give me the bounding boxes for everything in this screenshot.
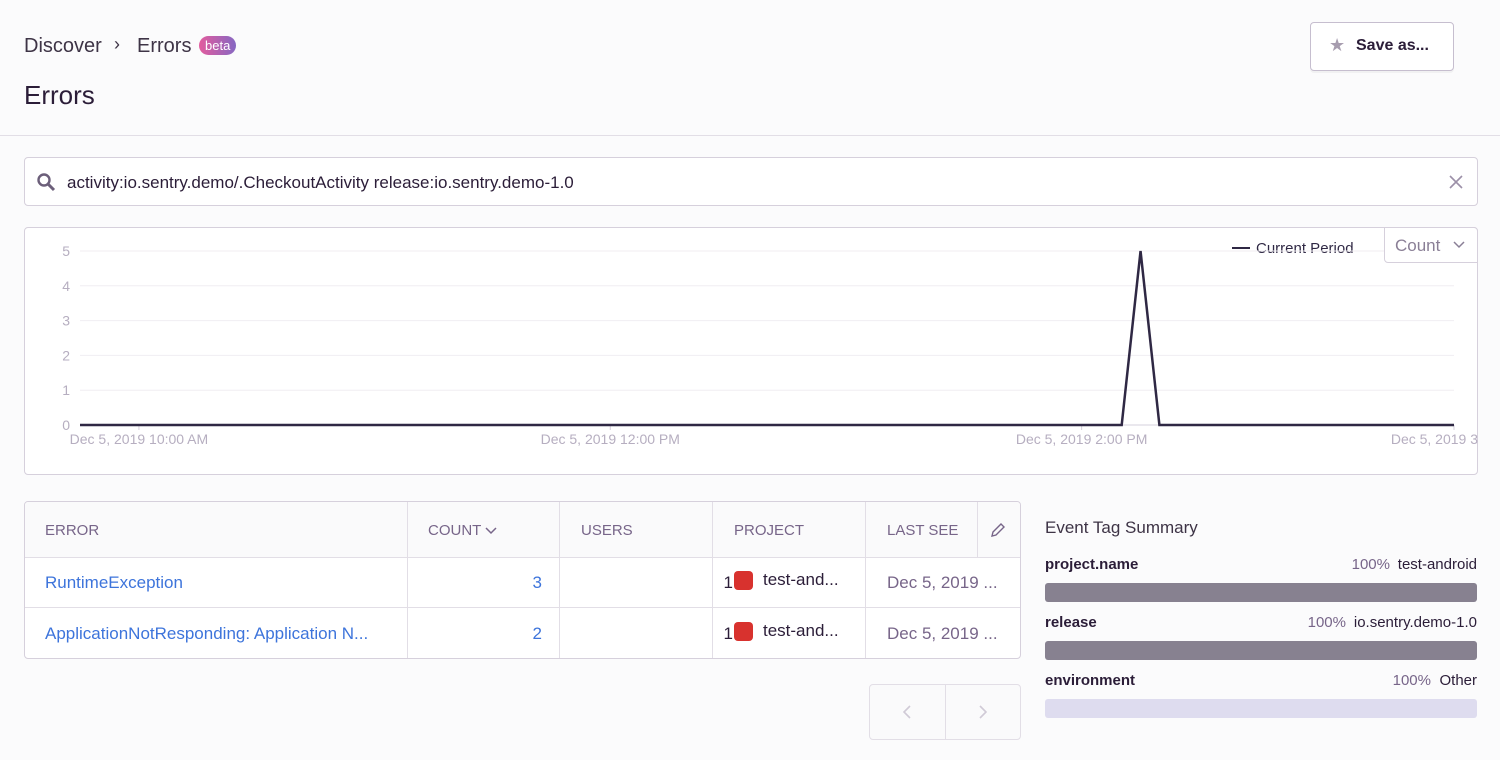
x-tick-label: Dec 5, 2019 3: [1391, 431, 1478, 447]
y-selector[interactable]: Count: [1384, 227, 1478, 263]
prev-button[interactable]: [902, 705, 912, 719]
clear-icon[interactable]: [1449, 175, 1463, 189]
tag-key: environment: [1045, 672, 1136, 689]
y-tick-label: 5: [62, 243, 70, 259]
tag-bar[interactable]: [1045, 641, 1477, 660]
breadcrumb-separator: ›: [114, 34, 120, 54]
col-divider: [712, 502, 713, 658]
page-title: Errors: [24, 80, 95, 110]
x-tick-label: Dec 5, 2019 12:00 PM: [541, 431, 680, 447]
pagination-divider: [945, 685, 946, 739]
next-button[interactable]: [978, 705, 988, 719]
tag-percent: 100%: [1392, 672, 1431, 689]
error-link[interactable]: ApplicationNotResponding: Application N.…: [45, 624, 369, 643]
tag-key: project.name: [1045, 556, 1139, 573]
y-tick-label: 2: [62, 347, 70, 363]
y-tick-label: 4: [62, 278, 70, 294]
results-table: ERROR COUNT USERS PROJECT LAST SEE Runti…: [24, 501, 1021, 659]
last-seen: Dec 5, 2019 ...: [887, 573, 998, 592]
column-header[interactable]: COUNT: [428, 522, 497, 539]
row-divider: [25, 607, 1020, 608]
col-divider: [407, 502, 408, 658]
chart: Current Period 0 1 2 3 4 5 Dec 5, 2019 10:00 A…: [62, 240, 1478, 447]
y-selector-label: Count: [1395, 236, 1441, 255]
breadcrumb[interactable]: Discover: [24, 35, 102, 57]
star-icon: ★: [1329, 35, 1346, 55]
error-link[interactable]: RuntimeException: [45, 573, 183, 592]
col-divider: [865, 502, 866, 658]
save-label: Save as...: [1356, 37, 1429, 54]
edit-icon[interactable]: [989, 521, 1007, 539]
count: 2: [532, 624, 542, 643]
col-divider: [977, 502, 978, 557]
sort-icon: [485, 527, 497, 535]
project: test-and...: [763, 621, 839, 640]
legend-label: Current Period: [1256, 240, 1354, 257]
tag-value: io.sentry.demo-1.0: [1353, 614, 1477, 631]
tag-summary-title: Event Tag Summary: [1045, 518, 1198, 537]
tag-key: release: [1045, 614, 1097, 631]
column-header[interactable]: USERS: [581, 522, 633, 539]
tag-percent: 100%: [1307, 614, 1346, 631]
y-tick-label: 1: [62, 382, 70, 398]
column-header[interactable]: PROJECT: [734, 522, 805, 539]
tag-value: Other: [1439, 672, 1477, 689]
table-header: [25, 502, 1020, 558]
last-seen: Dec 5, 2019 ...: [887, 624, 998, 643]
count: 3: [532, 573, 542, 592]
save-button[interactable]: ★ Save as...: [1310, 22, 1454, 71]
tag-value: test-android: [1397, 556, 1477, 573]
search-bar[interactable]: activity:io.sentry.demo/.CheckoutActivit…: [24, 157, 1478, 206]
badge: beta: [199, 36, 237, 55]
pagination: [869, 684, 1021, 740]
users: 1: [723, 624, 733, 643]
y-tick-label: 3: [62, 313, 70, 329]
search-query: activity:io.sentry.demo/.CheckoutActivit…: [67, 173, 574, 192]
divider: [0, 135, 1500, 136]
project: test-and...: [763, 570, 839, 589]
tag-bar[interactable]: [1045, 699, 1477, 718]
tag-bar[interactable]: [1045, 583, 1477, 602]
column-header[interactable]: ERROR: [45, 522, 100, 539]
column-header[interactable]: LAST SEE: [887, 522, 959, 539]
tag-percent: 100%: [1351, 556, 1390, 573]
chart-panel: [24, 227, 1478, 475]
breadcrumb: Errors: [137, 35, 192, 57]
col-divider: [559, 502, 560, 658]
y-tick-label: 0: [62, 417, 70, 433]
project-icon: [734, 622, 753, 641]
search-icon: [37, 173, 56, 192]
column-label: COUNT: [428, 522, 482, 539]
project-icon: [734, 571, 753, 590]
chevron: [1453, 241, 1465, 249]
x-tick-label: Dec 5, 2019 10:00 AM: [70, 431, 209, 447]
series-line: [80, 250, 1454, 427]
users: 1: [723, 573, 733, 592]
x-tick-label: Dec 5, 2019 2:00 PM: [1016, 431, 1148, 447]
